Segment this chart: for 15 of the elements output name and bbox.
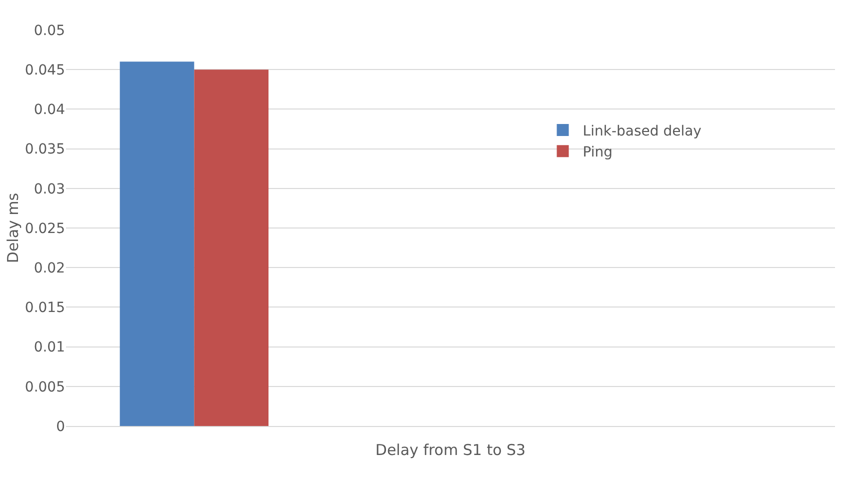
y-tick-label: 0	[56, 418, 65, 435]
y-tick-label: 0.005	[24, 379, 65, 396]
x-axis-title: Delay from S1 to S3	[375, 440, 526, 459]
y-tick-label: 0.03	[34, 181, 65, 198]
y-tick-label: 0.05	[34, 22, 65, 39]
y-tick-label: 0.045	[24, 62, 65, 78]
y-tick-label: 0.035	[24, 142, 65, 158]
y-tick-label: 0.02	[34, 260, 65, 276]
y-tick-label: 0.015	[24, 300, 65, 316]
y-tick-label: 0.01	[34, 340, 65, 356]
legend-label: Ping	[582, 144, 613, 161]
y-axis-title: Delay ms	[4, 192, 22, 264]
y-tick-label: 0.025	[24, 220, 65, 237]
y-tick-label: 0.04	[34, 102, 66, 118]
legend-label: Link-based delay	[582, 123, 702, 140]
